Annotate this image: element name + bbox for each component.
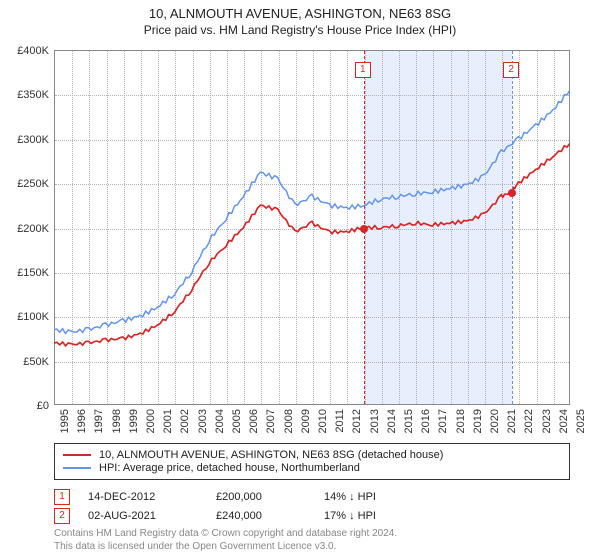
legend-swatch	[63, 454, 91, 456]
y-tick-label: £50K	[23, 356, 49, 368]
x-tick-label: 2004	[214, 409, 226, 433]
x-tick-label: 2003	[197, 409, 209, 433]
x-tick-label: 2005	[231, 409, 243, 433]
x-tick-label: 2014	[386, 409, 398, 433]
y-tick-label: £0	[37, 400, 49, 412]
sale-row-marker: 2	[54, 508, 70, 524]
x-tick-label: 2001	[162, 409, 174, 433]
sale-row: 2 02-AUG-2021 £240,000 17% ↓ HPI	[54, 508, 570, 524]
sale-hpi-delta: 17% ↓ HPI	[324, 510, 424, 522]
legend-label: HPI: Average price, detached house, Nort…	[99, 462, 360, 474]
x-tick-label: 2017	[437, 409, 449, 433]
x-tick-label: 2015	[403, 409, 415, 433]
sale-row: 1 14-DEC-2012 £200,000 14% ↓ HPI	[54, 489, 570, 505]
y-tick-label: £300K	[17, 134, 49, 146]
x-tick-label: 2008	[283, 409, 295, 433]
legend-swatch	[63, 467, 91, 469]
legend: 10, ALNMOUTH AVENUE, ASHINGTON, NE63 8SG…	[54, 443, 570, 480]
sale-date: 02-AUG-2021	[88, 510, 198, 522]
x-tick-label: 2011	[334, 409, 346, 433]
sale-hpi-delta: 14% ↓ HPI	[324, 491, 424, 503]
sales-table: 1 14-DEC-2012 £200,000 14% ↓ HPI 2 02-AUG-202…	[54, 486, 570, 527]
series-property	[54, 143, 570, 346]
page-title: 10, ALNMOUTH AVENUE, ASHINGTON, NE63 8SG	[0, 6, 600, 21]
x-tick-label: 2022	[523, 409, 535, 433]
footer-attribution: Contains HM Land Registry data © Crown c…	[54, 528, 570, 553]
x-tick-label: 2020	[489, 409, 501, 433]
x-tick-label: 2010	[317, 409, 329, 433]
x-tick-label: 2024	[558, 409, 570, 433]
x-tick-label: 2002	[179, 409, 191, 433]
sale-row-marker: 1	[54, 489, 70, 505]
x-tick-label: 1995	[59, 409, 71, 433]
legend-item: HPI: Average price, detached house, Nort…	[63, 462, 561, 474]
x-tick-label: 1996	[76, 409, 88, 433]
x-tick-label: 2009	[300, 409, 312, 433]
x-tick-label: 2019	[472, 409, 484, 433]
series-hpi	[54, 90, 570, 334]
x-tick-label: 2000	[145, 409, 157, 433]
sale-marker: 1	[355, 62, 371, 78]
x-tick-label: 2023	[541, 409, 553, 433]
sale-price: £240,000	[216, 510, 306, 522]
x-tick-label: 1998	[111, 409, 123, 433]
x-tick-label: 2006	[248, 409, 260, 433]
y-tick-label: £250K	[17, 178, 49, 190]
x-tick-label: 1999	[128, 409, 140, 433]
legend-label: 10, ALNMOUTH AVENUE, ASHINGTON, NE63 8SG…	[99, 449, 443, 461]
x-tick-label: 2013	[369, 409, 381, 433]
x-tick-label: 2025	[575, 409, 587, 433]
x-tick-label: 2007	[265, 409, 277, 433]
y-tick-label: £400K	[17, 45, 49, 57]
sale-price: £200,000	[216, 491, 306, 503]
x-tick-label: 2021	[506, 409, 518, 433]
x-tick-label: 2018	[455, 409, 467, 433]
sale-date: 14-DEC-2012	[88, 491, 198, 503]
chart: £0£50K£100K£150K£200K£250K£300K£350K£400…	[54, 50, 570, 405]
footer-line-2: This data is licensed under the Open Gov…	[54, 541, 570, 554]
sale-marker: 2	[503, 62, 519, 78]
y-tick-label: £350K	[17, 89, 49, 101]
footer-line-1: Contains HM Land Registry data © Crown c…	[54, 528, 570, 541]
x-tick-label: 2016	[420, 409, 432, 433]
x-tick-label: 2012	[351, 409, 363, 433]
y-tick-label: £150K	[17, 267, 49, 279]
y-tick-label: £100K	[17, 311, 49, 323]
x-tick-label: 1997	[93, 409, 105, 433]
chart-lines	[54, 50, 570, 405]
y-tick-label: £200K	[17, 223, 49, 235]
legend-item: 10, ALNMOUTH AVENUE, ASHINGTON, NE63 8SG…	[63, 449, 561, 461]
page-subtitle: Price paid vs. HM Land Registry's House …	[0, 23, 600, 37]
